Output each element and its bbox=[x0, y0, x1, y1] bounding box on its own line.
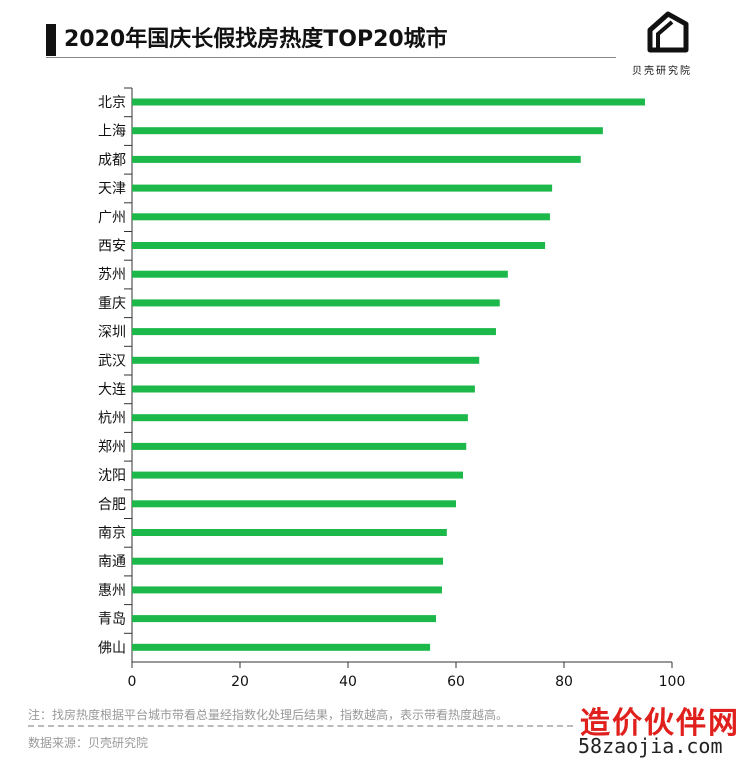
y-tick-label: 苏州 bbox=[98, 267, 126, 283]
x-tick-label: 0 bbox=[128, 674, 137, 690]
y-tick-label: 上海 bbox=[98, 124, 126, 140]
y-tick-label: 郑州 bbox=[98, 439, 126, 455]
bar bbox=[132, 385, 475, 393]
x-tick-label: 100 bbox=[659, 674, 686, 690]
bar bbox=[132, 414, 468, 422]
data-source: 数据来源：贝壳研究院 bbox=[28, 736, 149, 750]
y-tick-label: 重庆 bbox=[98, 296, 126, 312]
page-title: 2020年国庆长假找房热度TOP20城市 bbox=[64, 27, 448, 52]
bar bbox=[132, 442, 467, 450]
bar bbox=[132, 615, 437, 623]
bar bbox=[132, 184, 553, 192]
beike-logo-icon bbox=[647, 11, 689, 53]
x-tick-label: 40 bbox=[339, 674, 357, 690]
bar bbox=[132, 242, 546, 249]
y-tick-label: 沈阳 bbox=[98, 468, 126, 484]
y-tick-label: 佛山 bbox=[98, 640, 126, 656]
bar bbox=[132, 328, 496, 336]
y-tick-label: 合肥 bbox=[98, 497, 126, 513]
y-tick-label: 青岛 bbox=[98, 612, 126, 628]
y-tick-label: 西安 bbox=[98, 239, 126, 255]
y-tick-label: 广州 bbox=[98, 210, 126, 226]
watermark-url: 58zaojia.com bbox=[578, 734, 723, 758]
x-tick-label: 60 bbox=[447, 674, 465, 690]
bar bbox=[132, 471, 464, 479]
y-tick-label: 惠州 bbox=[98, 583, 126, 599]
title-divider bbox=[46, 57, 616, 58]
bar bbox=[132, 643, 431, 651]
footer-divider bbox=[28, 725, 573, 727]
watermark-title: 造价伙伴网 bbox=[580, 706, 740, 741]
bar-chart: 北京上海成都天津广州西安苏州重庆深圳武汉大连杭州郑州沈阳合肥南京南通惠州青岛佛山… bbox=[98, 87, 686, 690]
y-tick-label: 南京 bbox=[98, 526, 126, 542]
x-tick-label: 20 bbox=[231, 674, 249, 690]
footnote: 注：找房热度根据平台城市带看总量经指数化处理后结果，指数越高，表示带看热度越高。 bbox=[28, 708, 509, 722]
bar bbox=[132, 155, 581, 163]
bar bbox=[132, 270, 508, 278]
bar bbox=[132, 299, 500, 307]
bar bbox=[132, 529, 447, 536]
bar bbox=[132, 500, 456, 508]
bar bbox=[132, 557, 444, 565]
y-tick-label: 杭州 bbox=[98, 411, 126, 427]
logo-text: 贝壳研究院 bbox=[632, 66, 692, 77]
y-tick-label: 深圳 bbox=[98, 325, 126, 341]
bar bbox=[132, 586, 442, 594]
title-accent-bar bbox=[46, 24, 56, 56]
y-tick-label: 成都 bbox=[98, 152, 126, 168]
bar bbox=[132, 213, 550, 221]
y-tick-label: 南通 bbox=[98, 554, 126, 570]
y-tick-label: 大连 bbox=[98, 382, 126, 398]
y-tick-label: 北京 bbox=[98, 95, 126, 111]
bar bbox=[132, 98, 645, 106]
bar bbox=[132, 356, 480, 364]
y-tick-label: 武汉 bbox=[98, 353, 126, 369]
x-tick-label: 80 bbox=[555, 674, 573, 690]
y-tick-label: 天津 bbox=[98, 181, 126, 197]
bar bbox=[132, 127, 603, 135]
